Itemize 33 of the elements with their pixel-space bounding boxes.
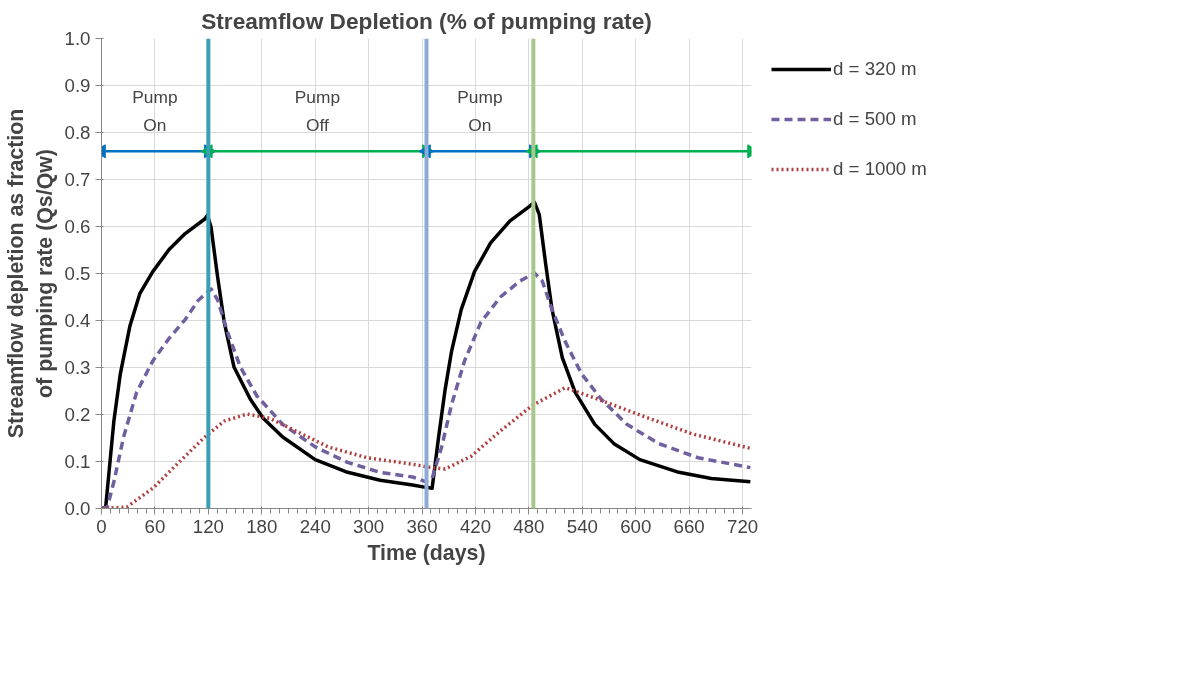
x-tick-label: 0 [96,515,107,537]
y-tick-label: 0.3 [64,357,91,378]
x-axis-title: Time (days) [367,540,486,565]
x-tick-label: 720 [727,515,759,537]
y-tick-label: 0.9 [64,75,91,96]
x-tick-label: 420 [459,515,492,537]
legend-label: d = 500 m [833,108,917,130]
y-tick-label: 1.0 [64,28,91,49]
annotation: Pump On [457,86,503,135]
x-tick-label: 300 [353,515,385,537]
x-tick-label: 60 [144,515,166,537]
annotation: Pump On [132,86,178,135]
x-tick-label: 180 [246,515,278,537]
y-tick-label: 0.4 [64,310,91,331]
legend-label: d = 1000 m [833,158,927,180]
x-tick-label: 540 [566,515,598,537]
y-tick-label: 0.5 [64,263,91,284]
annotation: Pump Off [294,86,341,135]
chart-title: Streamflow Depletion (% of pumping rate) [201,7,652,34]
y-tick-label: 0.0 [64,498,91,519]
x-tick-label: 480 [513,515,545,537]
legend-label: d = 320 m [833,58,917,80]
y-tick-label: 0.2 [64,404,91,425]
y-tick-label: 0.7 [64,169,91,190]
x-tick-label: 120 [192,515,224,537]
y-tick-label: 0.8 [64,122,91,143]
y-tick-label: 0.1 [64,451,91,472]
y-axis-title: Streamflow depletion as fraction of pumping rate (Qs/Qw) [3,108,57,439]
x-tick-label: 660 [673,515,705,537]
x-tick-label: 600 [620,515,652,537]
x-tick-label: 360 [406,515,438,537]
y-tick-label: 0.6 [64,216,91,237]
x-tick-label: 240 [299,515,331,537]
